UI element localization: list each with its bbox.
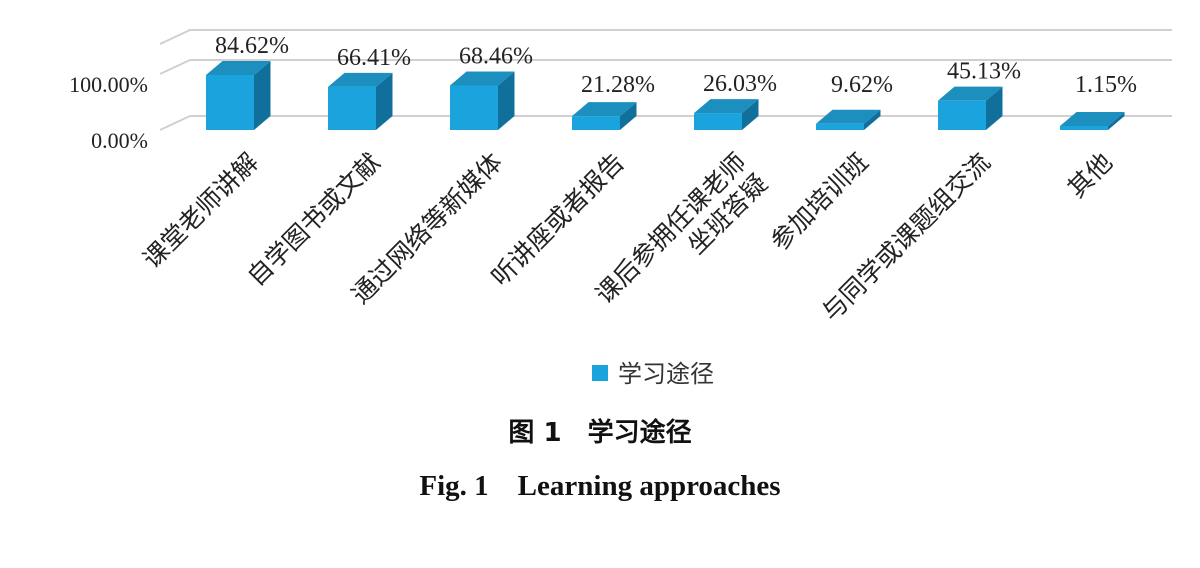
legend-swatch [592, 365, 608, 381]
category-label-line: 参加培训班 [765, 147, 874, 256]
bar-front [938, 100, 986, 130]
y-tick-label: 100.00% [69, 72, 148, 97]
bar-top [694, 99, 759, 114]
bar [816, 109, 881, 130]
bar [328, 72, 393, 130]
data-label: 21.28% [581, 72, 655, 98]
gridline [159, 115, 1172, 131]
bar-top [328, 72, 393, 87]
data-label: 45.13% [947, 59, 1021, 85]
legend-entry: 学习途径 [618, 360, 714, 388]
y-tick-label: 0.00% [91, 128, 148, 153]
bar-front [328, 86, 376, 130]
bar [694, 99, 759, 130]
bar-front [816, 123, 864, 130]
data-label: 66.41% [337, 45, 411, 71]
bar-front [450, 85, 498, 130]
data-labels: 84.62% 66.41% 68.46% 21.28% 26.03% 9.62% 45.13… [215, 33, 1137, 98]
bar-front [1060, 126, 1108, 130]
bar-side [986, 86, 1003, 130]
gridline [159, 29, 1172, 45]
category-label-line: 课堂老师讲解 [137, 147, 264, 274]
bar-side [620, 102, 637, 130]
bar-chart: 0.00% 100.00% 84.62% 66.41% 68.46% 21.28% 26.… [69, 29, 1172, 388]
bar-side [376, 72, 393, 130]
y-axis-ticks: 0.00% 100.00% [69, 72, 148, 153]
category-label: 其他 [1062, 147, 1118, 203]
category-label: 参加培训班 [765, 147, 874, 256]
category-label-line: 其他 [1062, 147, 1118, 203]
data-label: 9.62% [831, 72, 893, 98]
bar-front [206, 74, 254, 130]
bar-front [694, 113, 742, 130]
bar-front [572, 116, 620, 130]
chart-legend: 学习途径 [592, 360, 714, 388]
bar-top [450, 71, 515, 86]
category-label: 课堂老师讲解 [137, 147, 264, 274]
bar [572, 102, 637, 130]
bar-side [254, 60, 271, 130]
bar-side [864, 109, 881, 130]
bar-side [742, 99, 759, 130]
figure-caption-english: Fig. 1 Learning approaches [419, 470, 781, 502]
chart-bars [206, 60, 1125, 130]
data-label: 84.62% [215, 33, 289, 59]
gridline [159, 59, 1172, 75]
bar-top [1060, 112, 1125, 126]
data-label: 1.15% [1075, 72, 1137, 98]
bar-side [1108, 112, 1125, 130]
category-labels: 课堂老师讲解自学图书或文献通过网络等新媒体听讲座或者报告课后参拥任课老师坐班答疑… [137, 147, 1118, 327]
bar-top [572, 102, 637, 117]
bar-side [498, 71, 515, 130]
bar-top [206, 60, 271, 75]
bar-top [938, 86, 1003, 101]
bar [938, 86, 1003, 130]
bar [206, 60, 271, 130]
bar-top [816, 109, 881, 124]
data-label: 26.03% [703, 71, 777, 97]
bar [450, 71, 515, 130]
bar [1060, 112, 1125, 130]
figure-caption-chinese: 图 1 学习途径 [508, 418, 692, 448]
data-label: 68.46% [459, 44, 533, 70]
